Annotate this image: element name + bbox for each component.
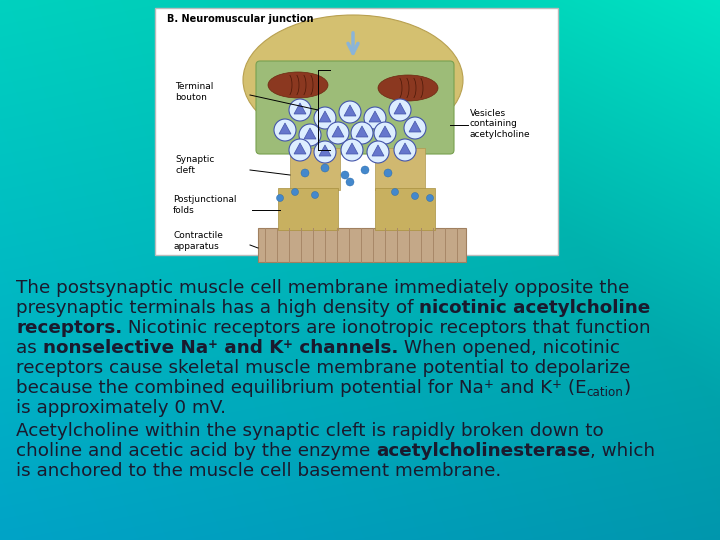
Text: B. Neuromuscular junction: B. Neuromuscular junction xyxy=(167,14,313,24)
Circle shape xyxy=(389,99,411,121)
Text: ): ) xyxy=(623,379,631,397)
Circle shape xyxy=(364,107,386,129)
FancyBboxPatch shape xyxy=(278,188,338,230)
Text: cation: cation xyxy=(586,386,623,399)
Text: as: as xyxy=(16,339,42,357)
Circle shape xyxy=(289,139,311,161)
Circle shape xyxy=(384,169,392,177)
Polygon shape xyxy=(399,143,411,154)
Polygon shape xyxy=(344,105,356,116)
Circle shape xyxy=(292,188,299,195)
Polygon shape xyxy=(294,143,306,154)
Circle shape xyxy=(374,122,396,144)
Polygon shape xyxy=(379,126,391,137)
Circle shape xyxy=(346,178,354,186)
Circle shape xyxy=(367,141,389,163)
Ellipse shape xyxy=(378,75,438,101)
Bar xyxy=(155,8,558,255)
Circle shape xyxy=(394,139,416,161)
Circle shape xyxy=(341,139,363,161)
Polygon shape xyxy=(332,126,344,137)
Text: Nicotinic receptors are ionotropic receptors that function: Nicotinic receptors are ionotropic recep… xyxy=(122,319,651,337)
Circle shape xyxy=(276,194,284,201)
Circle shape xyxy=(392,188,398,195)
Bar xyxy=(258,228,466,262)
Text: apparatus: apparatus xyxy=(174,242,220,251)
Text: Terminal: Terminal xyxy=(175,82,213,91)
Polygon shape xyxy=(304,128,316,139)
Text: Postjunctional: Postjunctional xyxy=(173,195,236,204)
Text: receptors cause skeletal muscle membrane potential to depolarize: receptors cause skeletal muscle membrane… xyxy=(16,359,631,377)
Polygon shape xyxy=(294,103,306,114)
Text: presynaptic terminals has a high density of: presynaptic terminals has a high density… xyxy=(16,299,419,317)
Text: nonselective Na: nonselective Na xyxy=(42,339,208,357)
Text: is anchored to the muscle cell basement membrane.: is anchored to the muscle cell basement … xyxy=(16,462,501,480)
Text: receptors.: receptors. xyxy=(16,319,122,337)
Circle shape xyxy=(426,194,433,201)
Text: bouton: bouton xyxy=(175,93,207,102)
Circle shape xyxy=(299,124,321,146)
FancyBboxPatch shape xyxy=(256,61,454,154)
Polygon shape xyxy=(279,123,291,134)
Circle shape xyxy=(314,141,336,163)
Circle shape xyxy=(361,166,369,174)
Polygon shape xyxy=(319,111,331,122)
Circle shape xyxy=(351,122,373,144)
Text: because the combined equilibrium potential for Na: because the combined equilibrium potenti… xyxy=(16,379,484,397)
Circle shape xyxy=(341,171,349,179)
Circle shape xyxy=(327,122,349,144)
Polygon shape xyxy=(356,126,368,137)
Text: When opened, nicotinic: When opened, nicotinic xyxy=(398,339,621,357)
Circle shape xyxy=(312,192,318,199)
FancyBboxPatch shape xyxy=(375,188,435,230)
Text: nicotinic acetylcholine: nicotinic acetylcholine xyxy=(419,299,651,317)
Text: Vesicles: Vesicles xyxy=(470,109,506,118)
Ellipse shape xyxy=(268,72,328,98)
FancyBboxPatch shape xyxy=(375,148,425,190)
Circle shape xyxy=(314,107,336,129)
Circle shape xyxy=(404,117,426,139)
Text: +: + xyxy=(484,379,494,392)
Circle shape xyxy=(274,119,296,141)
Polygon shape xyxy=(346,143,358,154)
Text: choline and acetic acid by the enzyme: choline and acetic acid by the enzyme xyxy=(16,442,376,460)
Text: (E: (E xyxy=(562,379,586,397)
Text: +: + xyxy=(552,379,562,392)
FancyBboxPatch shape xyxy=(290,148,340,190)
Circle shape xyxy=(321,164,329,172)
Text: The postsynaptic muscle cell membrane immediately opposite the: The postsynaptic muscle cell membrane im… xyxy=(16,279,629,297)
Text: is approximately 0 mV.: is approximately 0 mV. xyxy=(16,399,226,417)
Text: Contractile: Contractile xyxy=(174,231,224,240)
Text: folds: folds xyxy=(173,206,194,215)
Text: acetylcholinesterase: acetylcholinesterase xyxy=(376,442,590,460)
Circle shape xyxy=(339,101,361,123)
Text: +: + xyxy=(283,339,293,352)
Ellipse shape xyxy=(243,15,463,145)
Text: acetylcholine: acetylcholine xyxy=(470,130,531,139)
Text: , which: , which xyxy=(590,442,655,460)
Circle shape xyxy=(412,192,418,199)
Text: +: + xyxy=(208,339,217,352)
Text: containing: containing xyxy=(470,119,518,128)
Text: Acetylcholine within the synaptic cleft is rapidly broken down to: Acetylcholine within the synaptic cleft … xyxy=(16,422,604,440)
Circle shape xyxy=(289,99,311,121)
Text: and K: and K xyxy=(217,339,283,357)
Text: cleft: cleft xyxy=(175,166,195,175)
Polygon shape xyxy=(319,145,331,156)
Polygon shape xyxy=(369,111,381,122)
Polygon shape xyxy=(372,145,384,156)
Text: channels.: channels. xyxy=(293,339,398,357)
Polygon shape xyxy=(409,121,421,132)
Text: and K: and K xyxy=(494,379,552,397)
Polygon shape xyxy=(394,103,406,114)
Text: Synaptic: Synaptic xyxy=(175,155,215,164)
Circle shape xyxy=(301,169,309,177)
